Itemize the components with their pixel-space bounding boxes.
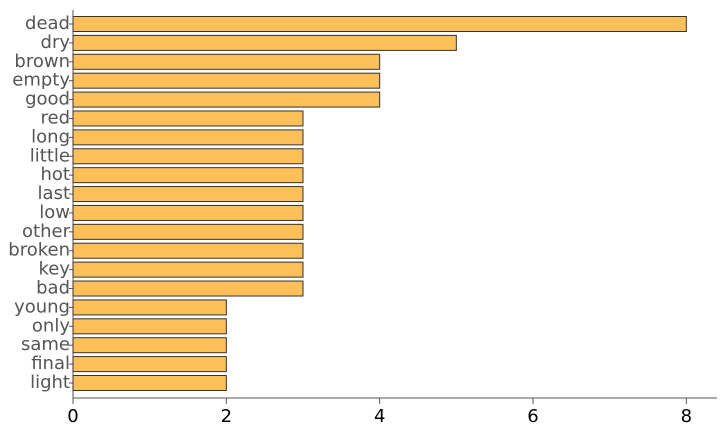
bar (72, 223, 304, 240)
y-tick-label: same (21, 334, 70, 355)
y-tick-label: hot (41, 164, 70, 185)
bar (72, 280, 304, 297)
bar (72, 356, 227, 373)
y-tick-label: red (40, 107, 70, 128)
bar (72, 129, 304, 146)
y-tick-label: brown (14, 51, 70, 72)
x-tick-label: 0 (67, 406, 78, 427)
bar (72, 204, 304, 221)
bar (72, 186, 304, 203)
x-tick-label: 8 (681, 406, 692, 427)
bar (72, 261, 304, 278)
bar (72, 53, 381, 70)
y-tick-label: dead (25, 13, 70, 34)
y-tick-label: final (31, 353, 70, 374)
y-tick-label: light (30, 372, 70, 393)
y-tick-label: only (32, 315, 70, 336)
y-tick-label: good (25, 89, 70, 110)
y-tick-label: dry (41, 32, 71, 53)
bar (72, 16, 687, 32)
y-tick-label: long (31, 126, 70, 147)
y-tick-label: bad (36, 278, 70, 299)
y-tick-label: little (30, 145, 70, 166)
y-tick-label: last (38, 183, 70, 204)
bar (72, 242, 304, 259)
x-tick-label: 6 (527, 406, 538, 427)
y-tick-label: young (14, 296, 70, 317)
y-tick-label: key (38, 259, 70, 280)
bar (72, 148, 304, 165)
x-tick-label: 4 (374, 406, 385, 427)
bar (72, 337, 227, 354)
bar (72, 299, 227, 316)
y-tick-label: broken (8, 240, 70, 261)
y-tick-label: low (39, 202, 70, 223)
bar (72, 91, 381, 108)
bar (72, 167, 304, 184)
x-tick-label: 2 (221, 406, 232, 427)
bar (72, 375, 227, 391)
bar (72, 110, 304, 127)
y-tick-label: other (22, 221, 71, 242)
bar (72, 72, 381, 89)
bar (72, 318, 227, 335)
bar (72, 34, 457, 51)
y-tick-label: empty (12, 70, 70, 91)
